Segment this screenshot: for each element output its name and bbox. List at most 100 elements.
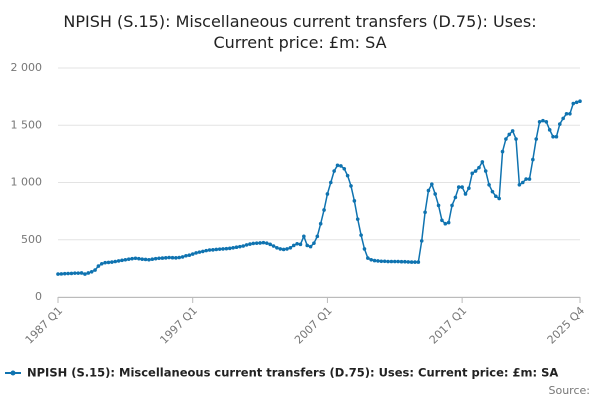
data-point [153,256,158,261]
data-point [436,203,441,208]
data-point [56,272,60,276]
data-point [150,257,155,262]
data-point [187,253,192,258]
data-point [554,134,559,139]
data-point [59,272,64,276]
x-tick-label: 2017 Q1 [427,304,470,347]
data-point [120,258,124,263]
data-point [312,241,316,245]
data-point [339,164,343,168]
data-point [392,259,397,264]
data-point [204,248,208,253]
data-point [211,248,215,252]
data-point [295,241,299,246]
data-point [126,257,131,262]
data-point [520,180,525,185]
data-point [537,120,542,124]
data-point [423,210,427,215]
source: Source: [549,384,591,397]
y-tick-label: 1 500 [11,118,43,131]
data-point [244,243,249,247]
data-point [399,259,404,264]
data-point [214,247,219,252]
data-point [332,169,336,173]
data-point [177,255,182,260]
data-point [561,116,565,121]
data-point [238,244,242,249]
y-tick-label: 500 [21,233,42,246]
data-point [163,256,168,260]
data-point [494,194,498,199]
data-point [288,245,293,250]
data-point [534,137,539,141]
data-point [278,247,283,251]
data-point [507,132,512,137]
data-point [110,260,114,264]
legend-label: NPISH (S.15): Miscellaneous current tran… [27,366,558,380]
data-point [504,137,508,141]
data-point [389,259,394,264]
data-point [160,256,165,260]
x-tick-label: 2007 Q1 [292,304,335,347]
data-point [180,255,185,259]
data-point [106,260,111,265]
data-point [261,240,266,245]
x-tick-label: 2025 Q4 [545,304,588,347]
data-point [366,256,370,260]
data-point [541,118,545,123]
y-tick-label: 2 000 [11,61,43,74]
data-point [328,180,333,185]
data-point [578,99,582,104]
data-point [396,259,400,264]
data-point [480,160,485,164]
data-point [355,217,360,221]
data-point [103,260,107,265]
data-point [254,241,259,245]
data-point [386,259,390,264]
data-point [416,260,421,264]
data-point [335,163,340,168]
data-point [281,247,286,252]
data-point [369,257,374,262]
data-point [470,171,475,176]
data-point [571,101,576,106]
data-point [430,182,434,187]
data-point [221,247,225,251]
data-point [258,241,262,245]
data-point [123,257,128,262]
data-point [322,208,326,212]
data-point [113,259,118,264]
data-point [62,271,67,276]
data-point [285,247,289,251]
data-point [531,157,535,162]
data-point [291,243,296,248]
data-point [93,268,97,272]
data-point [265,241,269,245]
data-point [305,243,310,248]
data-point [433,192,437,196]
data-point [133,256,138,261]
data-point [231,245,235,250]
data-point [302,234,306,239]
data-point [527,177,532,181]
data-point [157,256,161,261]
data-point [467,186,471,191]
series-line [57,100,581,275]
data-point [308,244,313,249]
data-point [487,182,491,187]
data-point [201,249,205,254]
data-point [271,244,276,248]
data-point [268,242,272,247]
data-point [96,264,101,268]
data-point [463,192,468,196]
data-point [190,252,195,256]
data-point [349,184,353,188]
data-point [376,259,380,263]
data-point [514,137,518,141]
data-point [477,165,481,170]
data-point [207,248,212,252]
data-point [137,256,141,261]
x-tick-label: 1997 Q1 [157,304,200,347]
data-point [446,220,451,225]
